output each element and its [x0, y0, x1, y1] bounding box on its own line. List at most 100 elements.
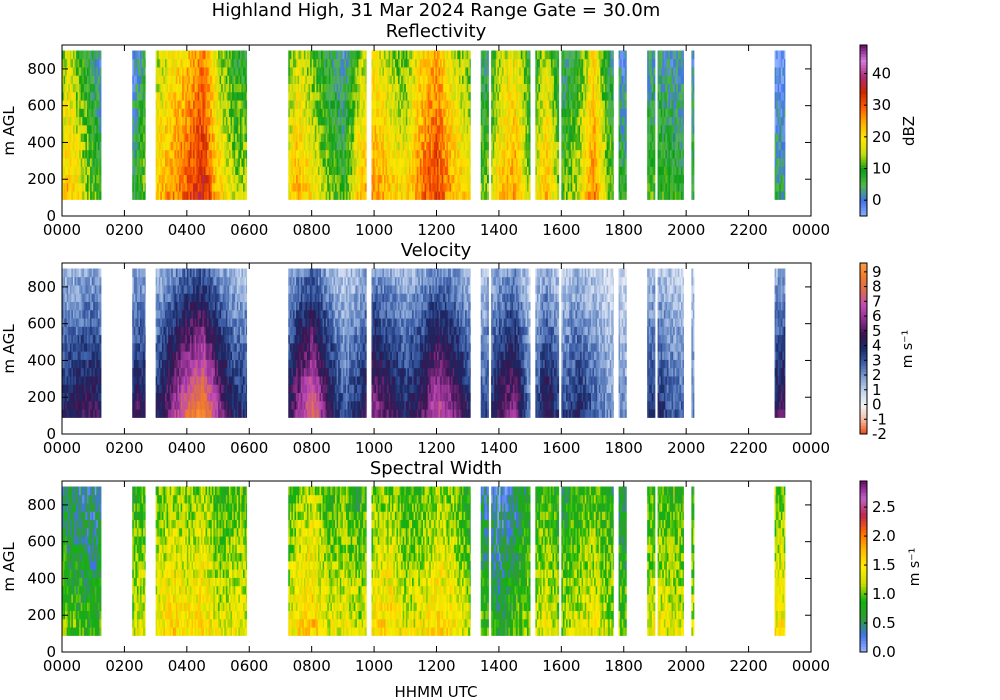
- heatmap-cell: [194, 166, 197, 176]
- heatmap-cell: [66, 133, 69, 142]
- heatmap-cell: [330, 100, 333, 109]
- heatmap-cell: [361, 191, 364, 200]
- heatmap-cell: [225, 124, 228, 134]
- heatmap-cell: [74, 141, 77, 151]
- heatmap-cell: [88, 191, 91, 200]
- heatmap-cell: [238, 133, 241, 142]
- heatmap-cell: [65, 100, 68, 109]
- heatmap-cell: [135, 158, 138, 167]
- heatmap-cell: [358, 182, 361, 192]
- heatmap-cell: [175, 182, 178, 192]
- heatmap-cell: [385, 58, 388, 68]
- heatmap-cell: [241, 58, 244, 68]
- heatmap-cell: [66, 141, 69, 151]
- heatmap-cell: [292, 83, 295, 93]
- heatmap-cell: [303, 149, 306, 159]
- heatmap-cell: [353, 50, 356, 60]
- heatmap-cell: [355, 191, 358, 200]
- heatmap-cell: [294, 83, 297, 93]
- heatmap-cell: [65, 133, 68, 142]
- heatmap-cell: [333, 166, 336, 176]
- heatmap-cell: [313, 58, 316, 68]
- heatmap-cell: [189, 83, 192, 93]
- heatmap-cell: [352, 75, 355, 85]
- heatmap-cell: [213, 83, 216, 93]
- heatmap-cell: [243, 174, 245, 184]
- heatmap-cell: [210, 133, 213, 142]
- heatmap-cell: [143, 158, 146, 167]
- heatmap-cell: [313, 108, 316, 118]
- heatmap-cell: [232, 191, 235, 200]
- heatmap-cell: [179, 158, 181, 167]
- heatmap-cell: [349, 191, 352, 200]
- heatmap-cell: [141, 100, 144, 109]
- heatmap-cell: [305, 174, 308, 184]
- heatmap-cell: [143, 75, 146, 85]
- heatmap-cell: [166, 182, 169, 192]
- heatmap-cell: [360, 141, 362, 151]
- heatmap-cell: [208, 158, 211, 167]
- heatmap-cell: [339, 133, 342, 142]
- heatmap-cell: [235, 75, 238, 85]
- heatmap-cell: [132, 58, 135, 68]
- heatmap-cell: [331, 133, 334, 142]
- heatmap-cell: [161, 100, 164, 109]
- heatmap-cell: [85, 191, 88, 200]
- heatmap-cell: [80, 83, 83, 93]
- heatmap-cell: [204, 133, 206, 142]
- heatmap-cell: [336, 83, 339, 93]
- heatmap-cell: [161, 91, 164, 101]
- heatmap-cell: [316, 67, 319, 76]
- heatmap-cell: [233, 108, 236, 118]
- heatmap-cell: [168, 58, 171, 68]
- heatmap-cell: [196, 67, 199, 76]
- heatmap-cell: [238, 75, 241, 85]
- heatmap-cell: [313, 100, 316, 109]
- heatmap-cell: [169, 83, 172, 93]
- heatmap-cell: [243, 50, 245, 60]
- heatmap-cell: [243, 116, 245, 126]
- heatmap-cell: [311, 158, 314, 167]
- heatmap-cell: [246, 158, 248, 167]
- heatmap-cell: [91, 124, 94, 134]
- heatmap-cell: [179, 100, 181, 109]
- heatmap-cell: [213, 149, 216, 159]
- heatmap-cell: [172, 75, 175, 85]
- heatmap-cell: [296, 100, 299, 109]
- heatmap-cell: [171, 141, 174, 151]
- heatmap-cell: [155, 67, 158, 76]
- heatmap-cell: [377, 182, 380, 192]
- heatmap-cell: [63, 149, 66, 159]
- heatmap-cell: [135, 100, 138, 109]
- heatmap-cell: [310, 116, 313, 126]
- heatmap-cell: [314, 124, 317, 134]
- heatmap-cell: [232, 67, 235, 76]
- heatmap-cell: [140, 174, 142, 184]
- heatmap-cell: [219, 75, 222, 85]
- heatmap-cell: [194, 191, 197, 200]
- heatmap-cell: [325, 116, 328, 126]
- heatmap-cell: [82, 166, 85, 176]
- heatmap-cell: [299, 108, 302, 118]
- heatmap-cell: [213, 182, 216, 192]
- heatmap-cell: [211, 83, 214, 93]
- heatmap-cell: [376, 166, 379, 176]
- heatmap-cell: [85, 133, 88, 142]
- heatmap-cell: [216, 182, 219, 192]
- heatmap-cell: [373, 83, 375, 93]
- heatmap-cell: [344, 124, 347, 134]
- heatmap-cell: [186, 166, 189, 176]
- heatmap-cell: [373, 191, 375, 200]
- heatmap-cell: [88, 67, 91, 76]
- heatmap-cell: [360, 75, 362, 85]
- heatmap-cell: [218, 191, 220, 200]
- heatmap-cell: [199, 174, 202, 184]
- heatmap-cell: [224, 166, 227, 176]
- heatmap-cell: [179, 75, 181, 85]
- heatmap-cell: [303, 116, 306, 126]
- heatmap-cell: [331, 174, 334, 184]
- heatmap-cell: [160, 124, 163, 134]
- heatmap-cell: [486, 91, 489, 101]
- heatmap-cell: [66, 83, 69, 93]
- heatmap-cell: [344, 108, 347, 118]
